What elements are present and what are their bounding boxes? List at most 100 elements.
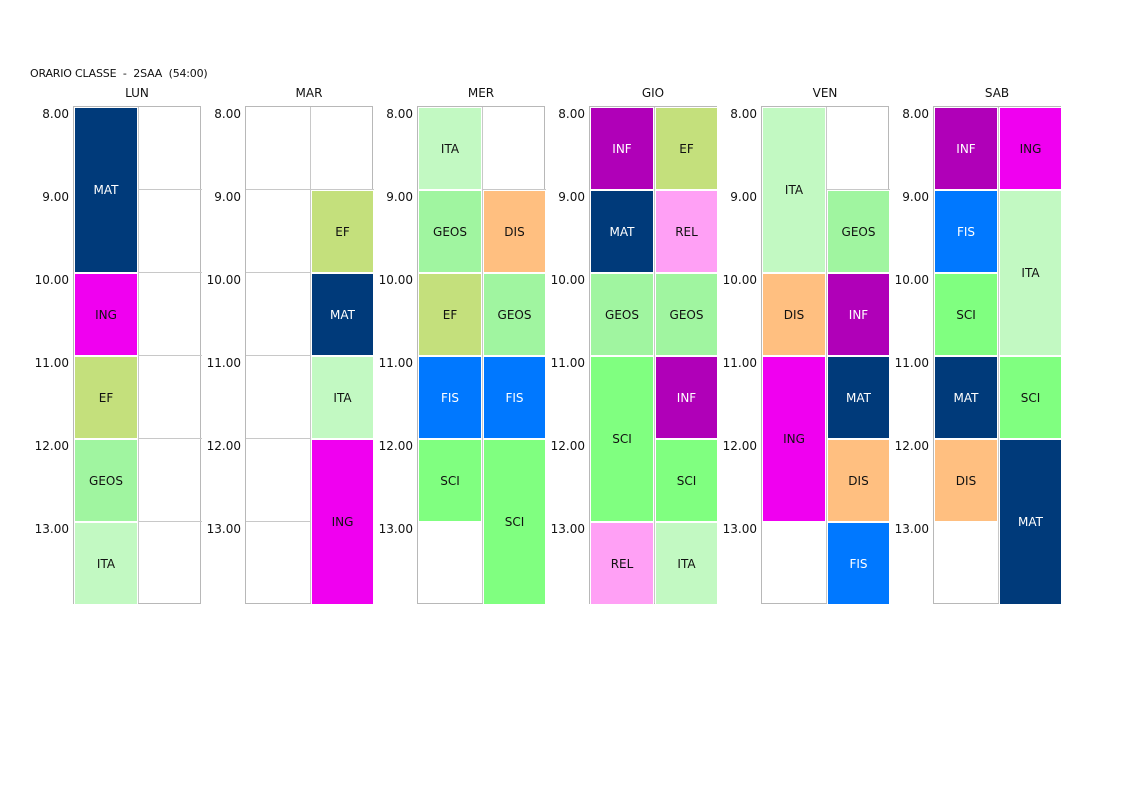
lesson-ita[interactable]: ITA [999,190,1062,356]
hour-divider [139,189,202,190]
lesson-mat[interactable]: MAT [311,273,374,356]
column-divider [826,107,827,603]
day-grid-lun: MAT ING EF GEOS ITA [73,106,202,605]
hour-divider [246,355,310,356]
hour-divider [311,189,374,190]
hour-divider [139,521,202,522]
lesson-dis[interactable]: DIS [827,439,890,522]
lesson-ita[interactable]: ITA [655,522,718,605]
lesson-inf[interactable]: INF [590,107,654,190]
lesson-mat[interactable]: MAT [590,190,654,273]
lesson-sci[interactable]: SCI [934,273,998,356]
lesson-ef[interactable]: EF [311,190,374,273]
day-header-lun: LUN [125,86,149,100]
hour-divider [827,189,890,190]
lesson-fis[interactable]: FIS [827,522,890,605]
lesson-geos[interactable]: GEOS [483,273,546,356]
column-divider [138,107,139,603]
lesson-ing[interactable]: ING [762,356,826,522]
lesson-ita[interactable]: ITA [418,107,482,190]
time-label: 9.00 [730,190,757,204]
time-label: 10.00 [722,273,757,287]
day-grid-ven: ITA GEOS DIS INF ING MAT DIS FIS [761,106,890,605]
column-divider [482,107,483,603]
time-label: 13.00 [34,522,69,536]
time-label: 9.00 [902,190,929,204]
lesson-ing[interactable]: ING [999,107,1062,190]
time-label: 12.00 [722,439,757,453]
lesson-ef[interactable]: EF [74,356,138,439]
page-title: ORARIO CLASSE - 2SAA (54:00) [30,67,208,80]
time-label: 8.00 [902,107,929,121]
lesson-sci[interactable]: SCI [590,356,654,522]
lesson-mat[interactable]: MAT [999,439,1062,605]
lesson-sci[interactable]: SCI [655,439,718,522]
lesson-ing[interactable]: ING [311,439,374,605]
time-label: 13.00 [722,522,757,536]
lesson-dis[interactable]: DIS [934,439,998,522]
time-label: 10.00 [378,273,413,287]
time-label: 13.00 [206,522,241,536]
time-label: 11.00 [378,356,413,370]
time-label: 12.00 [894,439,929,453]
lesson-ef[interactable]: EF [655,107,718,190]
lesson-sci[interactable]: SCI [999,356,1062,439]
day-grid-sab: INF ING FIS ITA SCI MAT SCI DIS MAT [933,106,1062,605]
time-label: 8.00 [214,107,241,121]
time-label: 12.00 [550,439,585,453]
lesson-geos[interactable]: GEOS [655,273,718,356]
lesson-mat[interactable]: MAT [74,107,138,273]
time-label: 11.00 [206,356,241,370]
lesson-geos[interactable]: GEOS [418,190,482,273]
day-header-mar: MAR [295,86,323,100]
lesson-ef[interactable]: EF [418,273,482,356]
lesson-rel[interactable]: REL [655,190,718,273]
day-grid-mar: EF MAT ITA ING [245,106,374,605]
time-label: 11.00 [550,356,585,370]
lesson-geos[interactable]: GEOS [590,273,654,356]
lesson-ita[interactable]: ITA [762,107,826,273]
time-label: 10.00 [550,273,585,287]
time-label: 8.00 [386,107,413,121]
time-label: 9.00 [558,190,585,204]
lesson-ita[interactable]: ITA [74,522,138,605]
lesson-inf[interactable]: INF [827,273,890,356]
time-label: 8.00 [42,107,69,121]
time-label: 10.00 [206,273,241,287]
time-label: 9.00 [214,190,241,204]
column-divider [998,107,999,603]
time-label: 9.00 [386,190,413,204]
lesson-fis[interactable]: FIS [934,190,998,273]
time-label: 13.00 [378,522,413,536]
lesson-sci[interactable]: SCI [418,439,482,522]
day-header-sab: SAB [984,86,1010,100]
time-label: 8.00 [730,107,757,121]
lesson-fis[interactable]: FIS [418,356,482,439]
time-label: 12.00 [206,439,241,453]
lesson-rel[interactable]: REL [590,522,654,605]
time-label: 10.00 [894,273,929,287]
time-label: 13.00 [894,522,929,536]
lesson-dis[interactable]: DIS [483,190,546,273]
lesson-inf[interactable]: INF [934,107,998,190]
lesson-mat[interactable]: MAT [934,356,998,439]
time-label: 11.00 [722,356,757,370]
lesson-ita[interactable]: ITA [311,356,374,439]
day-grid-gio: INF EF MAT REL GEOS GEOS SCI INF SCI REL ITA [589,106,718,605]
lesson-sci[interactable]: SCI [483,439,546,605]
time-label: 11.00 [34,356,69,370]
lesson-dis[interactable]: DIS [762,273,826,356]
lesson-fis[interactable]: FIS [483,356,546,439]
lesson-ing[interactable]: ING [74,273,138,356]
hour-divider [483,189,546,190]
lesson-geos[interactable]: GEOS [74,439,138,522]
hour-divider [246,438,310,439]
hour-divider [139,272,202,273]
time-label: 13.00 [550,522,585,536]
hour-divider [246,189,310,190]
time-label: 11.00 [894,356,929,370]
time-label: 10.00 [34,273,69,287]
lesson-mat[interactable]: MAT [827,356,890,439]
lesson-inf[interactable]: INF [655,356,718,439]
lesson-geos[interactable]: GEOS [827,190,890,273]
